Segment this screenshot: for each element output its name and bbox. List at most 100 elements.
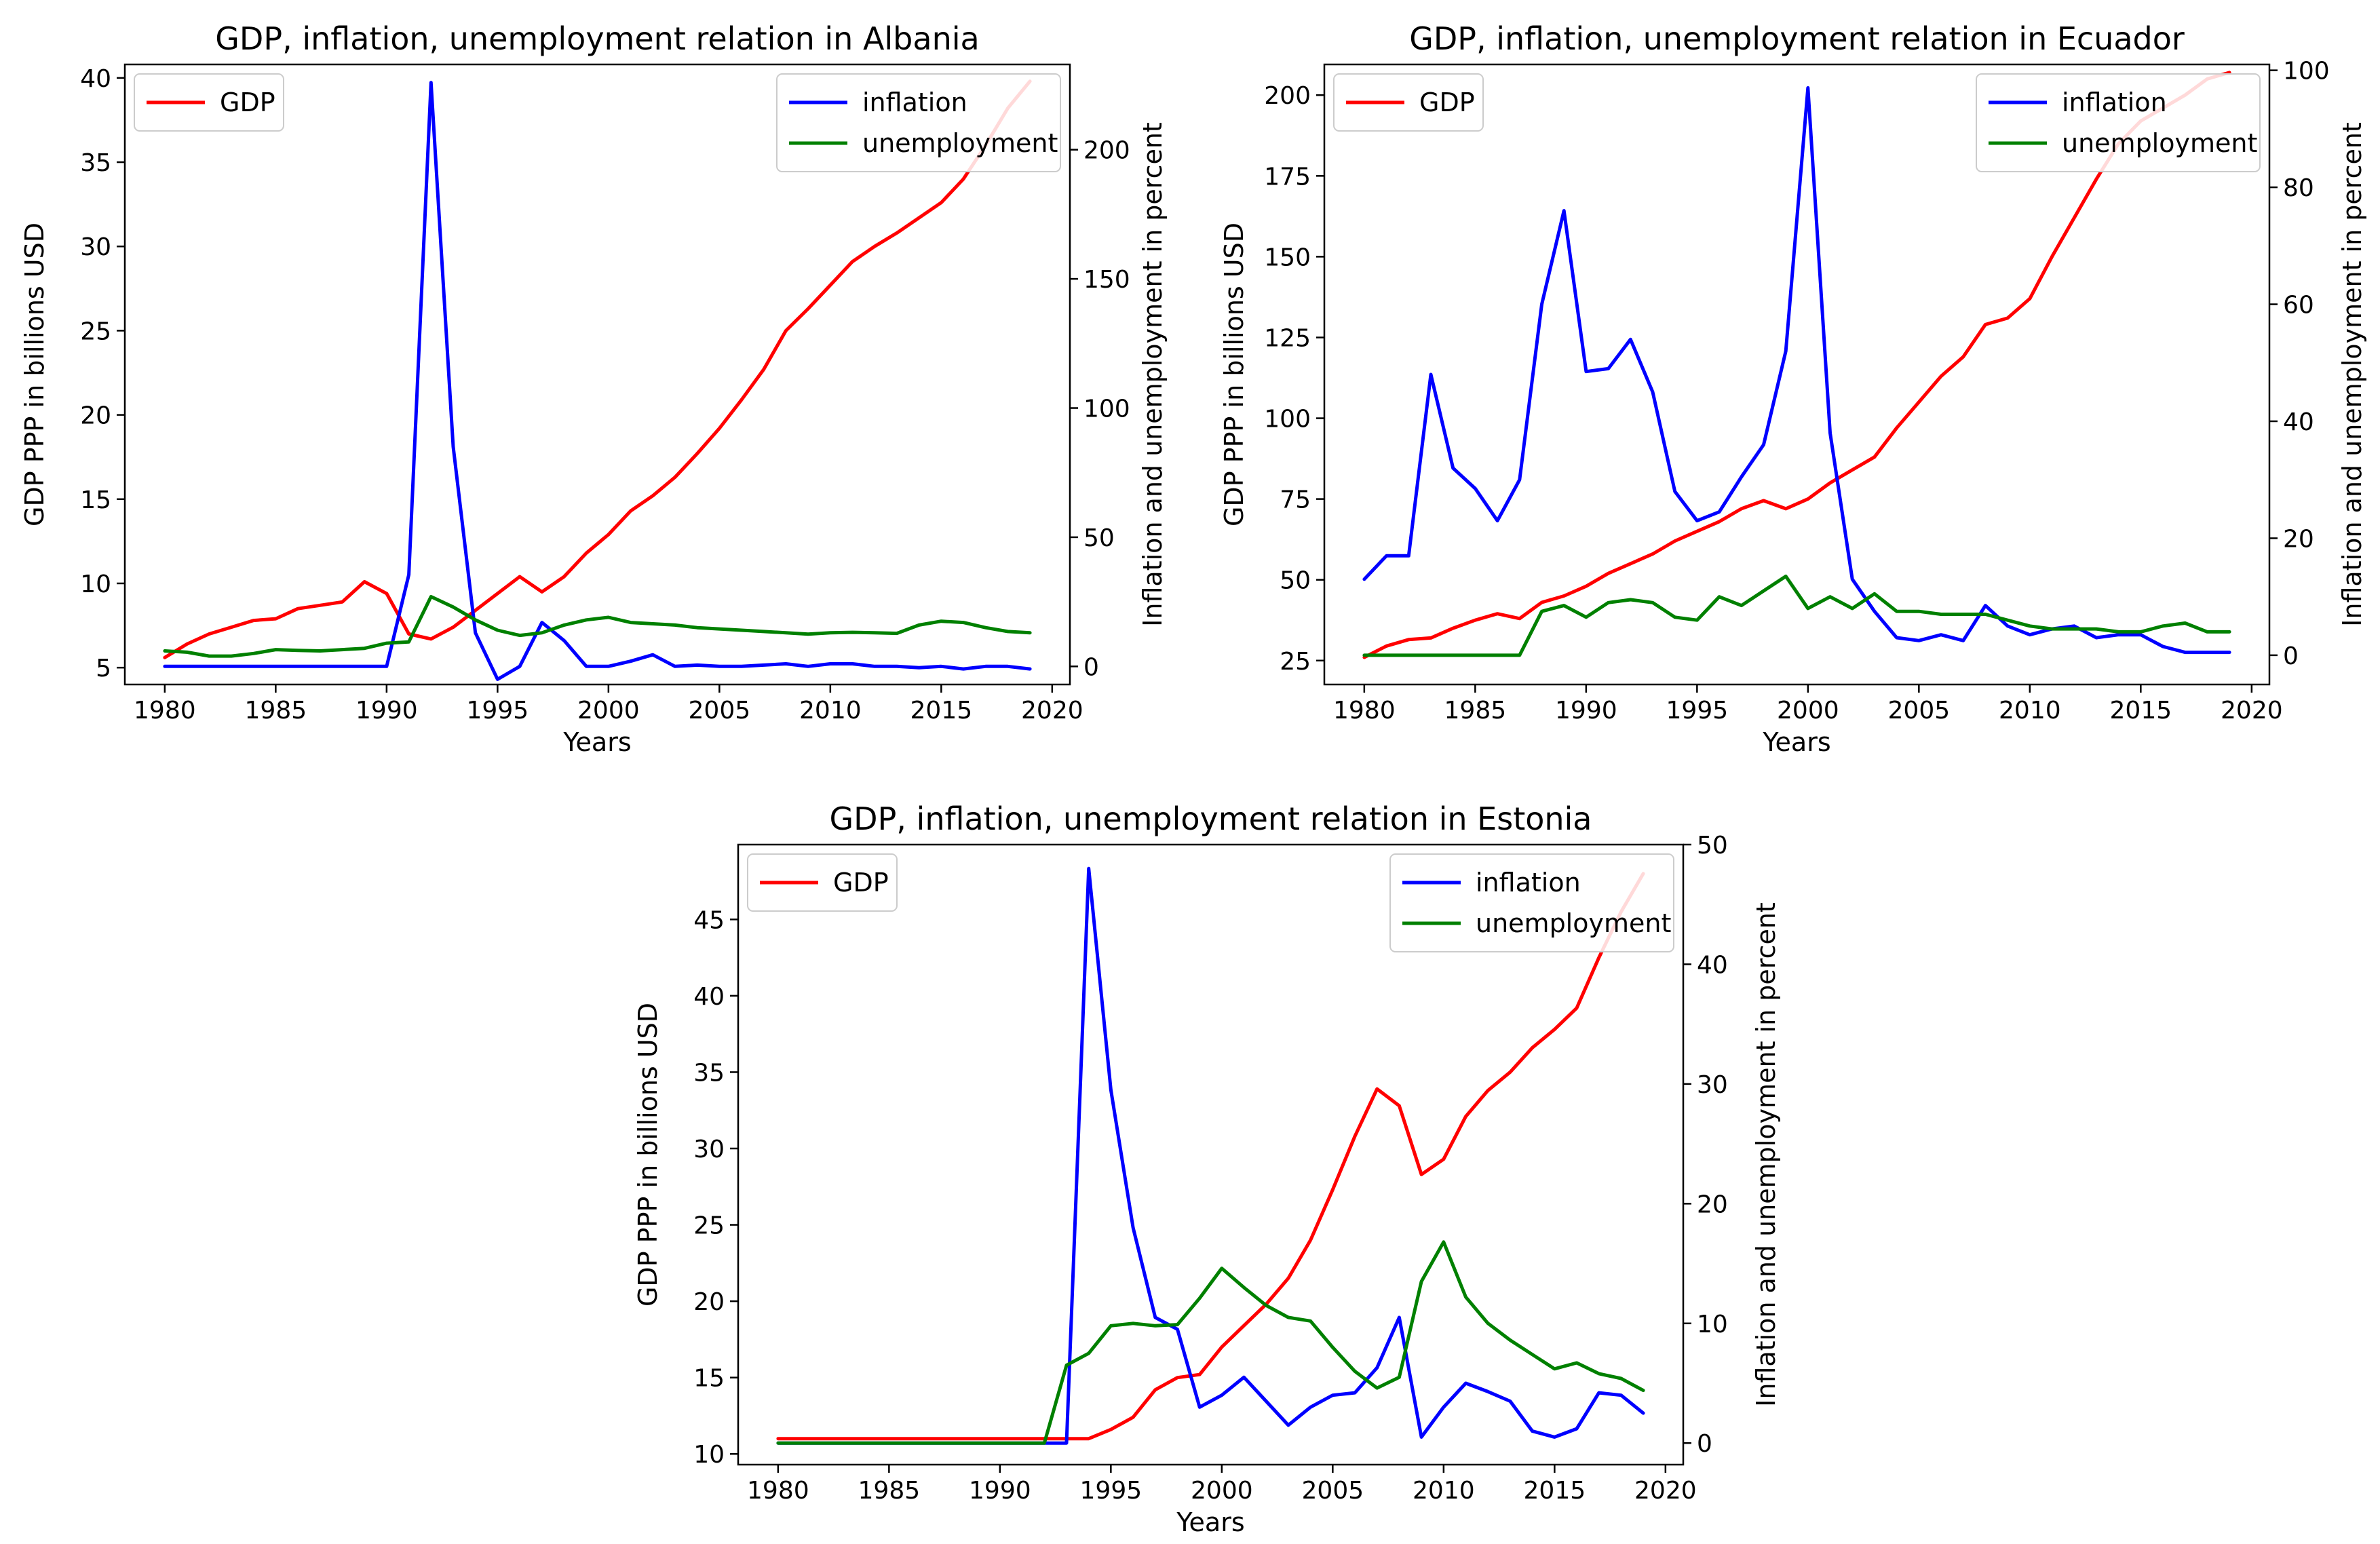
y-right-tick-label: 0 [1083,653,1099,681]
x-tick-label: 2005 [1888,697,1951,725]
y-right-tick-label: 200 [1083,137,1130,165]
x-tick-label: 1985 [245,697,307,725]
y-tick-label: 35 [80,149,111,177]
x-tick-label: 1990 [1555,697,1617,725]
legend-box [1389,853,1674,952]
y-right-tick-label: 60 [2283,292,2314,320]
legend-right: inflation unemployment [1389,853,1674,952]
x-tick-label: 1985 [858,1477,921,1505]
plot-frame [1323,63,2271,686]
x-axis-label: Years [1762,727,1830,757]
x-tick-label: 1995 [1080,1477,1143,1505]
legend-right: inflation unemployment [776,73,1061,172]
legend-box [747,853,898,912]
y-right-tick-label: 50 [1083,524,1115,552]
legend-box [1976,73,2261,172]
y-tick-label: 100 [1264,406,1311,433]
x-tick-label: 2000 [1191,1477,1253,1505]
y-right-tick-label: 0 [1697,1430,1712,1458]
y-right-tick-label: 0 [2283,642,2299,670]
y-right-tick-label: 20 [1697,1191,1728,1218]
legend-box [776,73,1061,172]
x-tick-label: 2015 [1524,1477,1586,1505]
x-tick-label: 2020 [2221,697,2283,725]
y-right-tick-label: 40 [1697,951,1728,979]
y-tick-label: 30 [80,233,111,261]
x-tick-label: 1980 [1333,697,1396,725]
y-tick-label: 35 [693,1059,725,1087]
legend-box [1333,73,1484,132]
y-right-axis-label: Inflation and unemployment in percent [1751,902,1781,1407]
x-tick-label: 1990 [356,697,418,725]
x-axis-label: Years [1176,1507,1244,1537]
y-tick-label: 150 [1264,244,1311,271]
legend-label-inflation: inflation [1476,868,1581,898]
x-tick-label: 2010 [1413,1477,1475,1505]
y-axis-label: GDP PPP in billions USD [1219,223,1249,526]
y-right-axis-label: Inflation and unemployment in percent [1138,122,1168,627]
legend-label-unemployment: unemployment [1476,908,1671,938]
x-tick-label: 2010 [1999,697,2061,725]
y-right-tick-label: 100 [2283,58,2330,85]
y-tick-label: 40 [80,65,111,93]
legend-label-GDP: GDP [833,868,889,898]
y-axis-label: GDP PPP in billions USD [633,1003,663,1307]
x-tick-label: 2000 [577,697,640,725]
series-line-unemployment [776,1240,1645,1445]
series-lines [163,79,1032,681]
legend-left: GDP [1333,73,1484,132]
legend-label-GDP: GDP [1419,88,1475,117]
chart-title: GDP, inflation, unemployment relation in… [1409,20,2185,57]
chart-title: GDP, inflation, unemployment relation in… [215,20,979,57]
x-tick-label: 2000 [1777,697,1839,725]
chart-title: GDP, inflation, unemployment relation in… [830,800,1592,837]
series-lines [776,866,1645,1445]
y-tick-label: 45 [693,906,725,934]
plot-frame [737,843,1685,1466]
y-tick-label: 10 [80,571,111,598]
x-tick-label: 1995 [1666,697,1729,725]
y-tick-label: 15 [693,1365,725,1393]
legend-left: GDP [134,73,284,132]
y-tick-label: 15 [80,486,111,514]
y-tick-label: 200 [1264,82,1311,110]
x-tick-label: 1980 [134,697,196,725]
legend-label-unemployment: unemployment [862,128,1058,158]
y-right-tick-label: 40 [2283,408,2314,436]
y-tick-label: 5 [96,655,111,682]
y-right-tick-label: 150 [1083,266,1130,294]
x-tick-label: 1990 [969,1477,1031,1505]
series-line-unemployment [163,595,1032,658]
y-tick-label: 10 [693,1441,725,1469]
y-tick-label: 40 [693,983,725,1011]
x-axis-label: Years [562,727,631,757]
y-right-tick-label: 100 [1083,395,1130,423]
y-tick-label: 25 [693,1212,725,1240]
y-tick-label: 25 [80,317,111,345]
y-tick-label: 50 [1280,567,1311,595]
y-tick-label: 20 [80,402,111,430]
x-tick-label: 2005 [1302,1477,1364,1505]
y-tick-label: 175 [1264,163,1311,191]
legend-left: GDP [747,853,898,912]
y-tick-label: 25 [1280,648,1311,676]
x-tick-label: 2015 [2110,697,2172,725]
y-right-axis-label: Inflation and unemployment in percent [2337,122,2367,627]
chart-panel-0: GDP, inflation, unemployment relation in… [20,20,1168,757]
x-tick-label: 2015 [910,697,973,725]
legend-box [134,73,284,132]
x-tick-label: 2005 [689,697,751,725]
y-right-tick-label: 80 [2283,174,2314,202]
legend-right: inflation unemployment [1976,73,2261,172]
y-tick-label: 30 [693,1136,725,1163]
legend-label-inflation: inflation [862,88,967,117]
y-tick-label: 125 [1264,324,1311,352]
series-line-unemployment [1362,575,2231,657]
series-line-GDP [776,872,1645,1441]
x-tick-label: 2020 [1021,697,1083,725]
x-tick-label: 2020 [1634,1477,1697,1505]
chart-panels: GDP, inflation, unemployment relation in… [20,20,2367,1537]
y-axis-label: GDP PPP in billions USD [20,223,50,526]
chart-panel-2: GDP, inflation, unemployment relation in… [633,800,1781,1537]
